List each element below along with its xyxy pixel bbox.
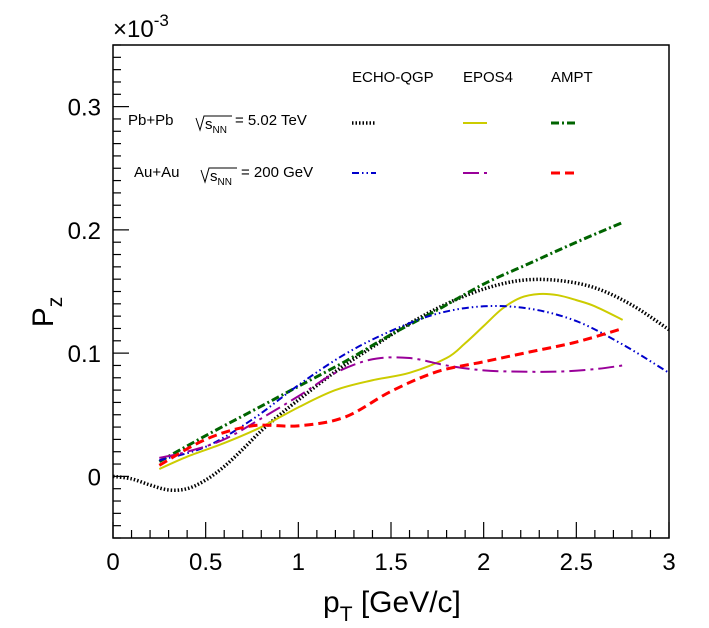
- legend-col-echo: ECHO-QGP: [352, 69, 434, 86]
- series-layer: [112, 221, 670, 492]
- y-axis-label-group: Pz: [27, 297, 67, 328]
- series-line-2: [158, 221, 624, 463]
- legend-row-auau-system: Au+Au: [134, 164, 179, 181]
- y-tick-label: 0.3: [68, 95, 101, 122]
- legend-swatches: [352, 121, 575, 175]
- exponent-base: ×10: [113, 16, 154, 43]
- legend: ECHO-QGP EPOS4 AMPT Pb+Pb sNN = 5.02 TeV…: [128, 69, 593, 188]
- series-line-1: [158, 292, 624, 470]
- y-axis-label-main: P: [27, 307, 60, 327]
- x-axis-label-rest: [GeV/c]: [353, 586, 461, 619]
- series-line-0: [112, 277, 670, 492]
- series-line-3: [159, 304, 670, 462]
- tick-layer: 0 0.5 1 1.5 2 2.5 3 0 0.1 0.2 0.3: [68, 44, 676, 576]
- legend-row-pbpb-energy-symbol: sNN: [205, 116, 227, 136]
- x-tick-label: 0: [106, 549, 119, 576]
- y-axis-label: Pz: [27, 297, 67, 328]
- x-tick-label: 2: [477, 549, 490, 576]
- y-exponent-label: ×10-3: [113, 11, 169, 43]
- legend-col-ampt: AMPT: [551, 69, 593, 86]
- legend-row-auau-sqrt-icon: [200, 167, 237, 184]
- legend-row-auau-energy-value: = 200 GeV: [241, 164, 313, 181]
- y-tick-label: 0: [88, 464, 101, 491]
- x-tick-label: 2.5: [560, 549, 593, 576]
- y-tick-label: 0.1: [68, 341, 101, 368]
- legend-row-pbpb-system: Pb+Pb: [128, 112, 173, 129]
- x-tick-label: 3: [662, 549, 675, 576]
- y-tick-label: 0.2: [68, 218, 101, 245]
- x-tick-label: 1.5: [374, 549, 407, 576]
- x-axis-label: pT [GeV/c]: [323, 586, 461, 626]
- x-axis-label-main: p: [323, 586, 340, 619]
- x-tick-label: 1: [292, 549, 305, 576]
- legend-row-auau-energy-symbol: sNN: [210, 168, 232, 188]
- x-tick-label: 0.5: [189, 549, 222, 576]
- series-line-5: [158, 327, 624, 467]
- legend-col-epos: EPOS4: [463, 69, 513, 86]
- series-line-4: [159, 356, 623, 459]
- legend-row-pbpb-energy-value: = 5.02 TeV: [235, 112, 307, 129]
- y-axis-label-sub: z: [44, 297, 67, 308]
- exponent-power: -3: [154, 11, 169, 30]
- x-axis-label-sub: T: [340, 603, 353, 626]
- legend-row-pbpb-sqrt-icon: [195, 115, 232, 132]
